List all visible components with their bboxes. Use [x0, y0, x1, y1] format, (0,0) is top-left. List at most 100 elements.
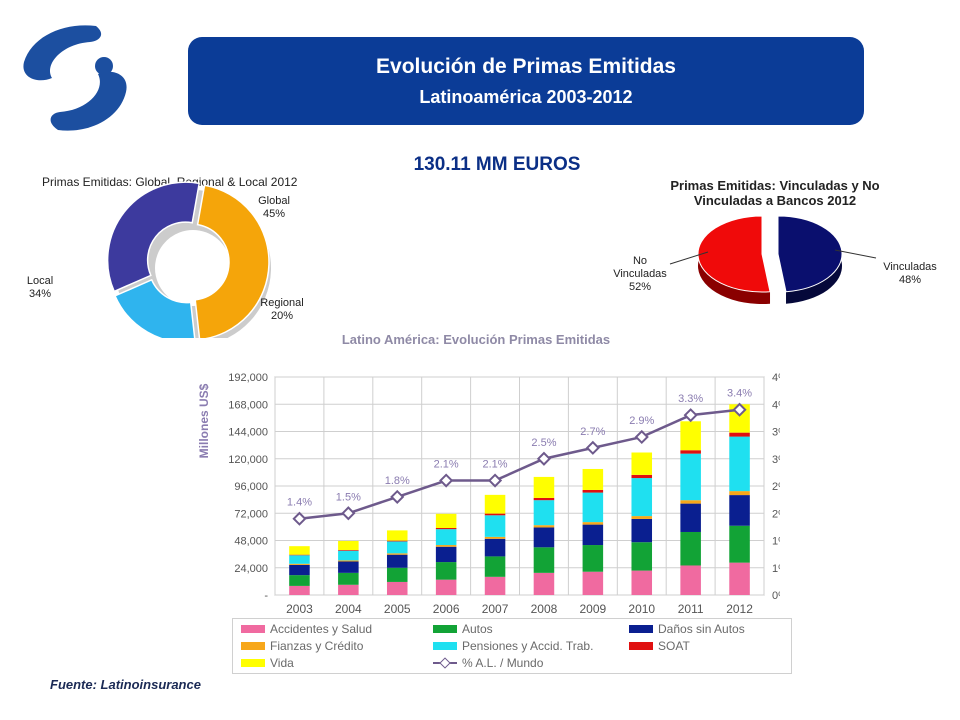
- donut-label-local: Local 34%: [27, 275, 53, 300]
- bar-soat-2012: [729, 432, 750, 437]
- bar-fianzas-y-credito-2004: [338, 560, 359, 562]
- bar-soat-2004: [338, 550, 359, 551]
- y-tick-label: 192,000: [228, 372, 268, 384]
- legend-fianzas: Fianzas y Crédito: [241, 638, 363, 654]
- pie-title-line2: Vinculadas a Bancos 2012: [694, 193, 856, 208]
- y-tick-label: 96,000: [234, 481, 268, 493]
- bar-fianzas-y-credito-2010: [631, 516, 653, 519]
- bar-autos-2006: [435, 562, 457, 580]
- bar-pensiones-y-accid-trab-2006: [435, 529, 457, 546]
- y-tick-label: -: [264, 590, 268, 602]
- trend-line: [299, 408, 740, 520]
- bar-pensiones-y-accid-trab-2003: [289, 555, 310, 564]
- y2-tick-label: 0%: [772, 590, 780, 602]
- trend-marker-2011: [683, 408, 698, 423]
- bar-pensiones-y-accid-trab-2011: [680, 453, 701, 501]
- bar-danos-sin-autos-2009: [582, 524, 604, 546]
- bar-vida-2007: [484, 494, 506, 514]
- y-tick-label: 168,000: [228, 399, 268, 411]
- leader-line-no-vinculadas: [669, 251, 709, 265]
- x-tick-label: 2010: [628, 602, 655, 616]
- bar-autos-2007: [484, 556, 506, 577]
- bar-chart-title: Latino América: Evolución Primas Emitida…: [342, 332, 610, 347]
- leader-line-vinculadas: [834, 249, 877, 259]
- y-tick-label: 72,000: [234, 508, 268, 520]
- bar-danos-sin-autos-2003: [289, 564, 310, 576]
- trend-label-2011: 3.3%: [678, 393, 703, 405]
- title-banner: Evolución de Primas Emitidas Latinoaméri…: [188, 37, 864, 125]
- bar-danos-sin-autos-2012: [729, 495, 750, 526]
- bar-stack-2011: [680, 421, 701, 595]
- y-tick-label: 144,000: [228, 427, 268, 439]
- bar-fianzas-y-credito-2009: [582, 522, 604, 525]
- bar-stack-2008: [533, 476, 555, 595]
- bar-danos-sin-autos-2010: [631, 518, 653, 543]
- label-vinculadas: Vinculadas: [883, 261, 937, 273]
- x-tick-label: 2012: [726, 602, 753, 616]
- bar-danos-sin-autos-2005: [386, 554, 408, 568]
- bar-fianzas-y-credito-2012: [729, 491, 750, 496]
- bar-autos-2010: [631, 542, 653, 571]
- bar-danos-sin-autos-2004: [338, 561, 359, 573]
- bar-stack-2010: [631, 452, 653, 595]
- bar-danos-sin-autos-2011: [680, 503, 701, 532]
- trend-marker-2003: [292, 511, 307, 526]
- bar-danos-sin-autos-2006: [435, 546, 457, 563]
- donut-label-global: Global 45%: [258, 195, 290, 220]
- trend-label-2005: 1.8%: [385, 475, 410, 487]
- bar-accidentes-y-salud-2012: [729, 562, 750, 595]
- swatch-line: [433, 658, 457, 668]
- bar-stack-2012: [729, 404, 750, 595]
- bar-autos-2009: [582, 545, 604, 572]
- company-logo: [23, 25, 127, 131]
- bar-accidentes-y-salud-2004: [338, 584, 359, 595]
- trend-label-2010: 2.9%: [629, 415, 654, 427]
- bar-soat-2003: [289, 554, 310, 556]
- swatch-vida: [241, 658, 265, 667]
- pie-label-no-vinculadas: No Vinculadas 52%: [613, 255, 667, 293]
- pie-label-vinculadas: Vinculadas 48%: [883, 261, 937, 286]
- bar-autos-2008: [533, 547, 555, 573]
- legend-danos: Daños sin Autos: [629, 621, 745, 637]
- bar-accidentes-y-salud-2010: [631, 570, 653, 595]
- bar-vida-2004: [338, 540, 359, 551]
- bar-soat-2006: [435, 528, 457, 530]
- page-subtitle: Latinoamérica 2003-2012: [419, 87, 633, 107]
- trend-label-2004: 1.5%: [336, 491, 361, 503]
- y2-tick-label: 3%: [772, 454, 780, 466]
- bar-pensiones-y-accid-trab-2012: [729, 436, 750, 492]
- bar-vida-2006: [435, 513, 457, 529]
- trend-label-2012: 3.4%: [727, 388, 752, 400]
- y-tick-label: 48,000: [234, 536, 268, 548]
- swatch-soat: [629, 641, 653, 650]
- source-note: Fuente: Latinoinsurance: [50, 677, 201, 692]
- y2-tick-label: 2%: [772, 508, 780, 520]
- label-vinculadas-2: Vinculadas: [613, 268, 667, 280]
- bar-fianzas-y-credito-2007: [484, 536, 506, 539]
- label-global-name: Global: [258, 195, 290, 207]
- x-tick-label: 2007: [482, 602, 509, 616]
- bar-pensiones-y-accid-trab-2009: [582, 492, 604, 523]
- bar-accidentes-y-salud-2006: [435, 579, 457, 595]
- pie-slices: [697, 215, 843, 304]
- legend-pensiones: Pensiones y Accid. Trab.: [433, 638, 593, 654]
- bar-vida-2010: [631, 452, 653, 475]
- y2-tick-label: 1%: [772, 563, 780, 575]
- legend-accidentes: Accidentes y Salud: [241, 621, 372, 637]
- bar-soat-2011: [680, 450, 701, 454]
- y-tick-label: 24,000: [234, 563, 268, 575]
- x-tick-label: 2011: [678, 602, 704, 616]
- bar-vida-2005: [386, 530, 408, 541]
- bar-accidentes-y-salud-2009: [582, 571, 604, 595]
- y2-tick-label: 4%: [772, 372, 780, 384]
- bar-vida-2008: [533, 476, 555, 498]
- trend-marker-2005: [390, 489, 405, 504]
- bar-soat-2008: [533, 497, 555, 501]
- label-regional-name: Regional: [260, 297, 303, 309]
- donut-slice-local: [106, 181, 201, 293]
- y2-tick-label: 1%: [772, 536, 780, 548]
- bar-soat-2007: [484, 513, 506, 516]
- bar-danos-sin-autos-2008: [533, 527, 555, 548]
- bar-stack-2004: [338, 540, 359, 595]
- label-regional-pct: 20%: [271, 310, 293, 322]
